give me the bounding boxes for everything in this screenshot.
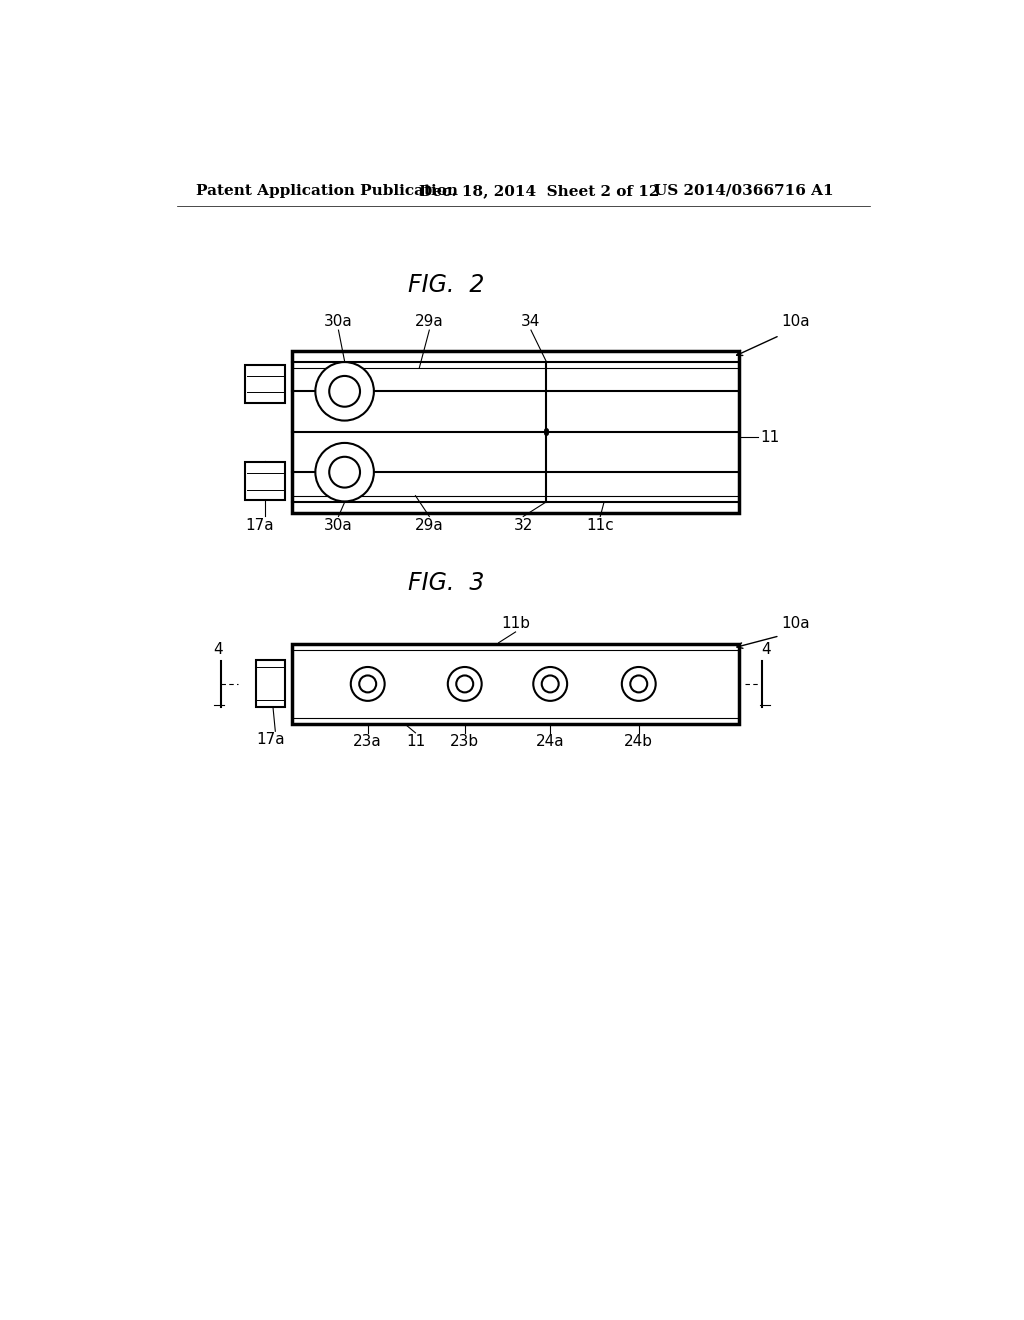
Text: US 2014/0366716 A1: US 2014/0366716 A1	[654, 183, 834, 198]
Text: 32: 32	[514, 517, 532, 533]
Bar	[245, 462, 285, 500]
Circle shape	[457, 676, 473, 693]
Bar	[292, 351, 739, 512]
Text: 29a: 29a	[415, 314, 443, 330]
Text: Dec. 18, 2014  Sheet 2 of 12: Dec. 18, 2014 Sheet 2 of 12	[419, 183, 659, 198]
Text: 23b: 23b	[451, 734, 479, 748]
Bar	[256, 660, 285, 706]
Circle shape	[351, 667, 385, 701]
Bar	[245, 364, 285, 404]
Text: 11c: 11c	[587, 517, 614, 533]
Text: FIG.  3: FIG. 3	[409, 572, 484, 595]
Circle shape	[330, 457, 360, 487]
Text: Patent Application Publication: Patent Application Publication	[196, 183, 458, 198]
Text: 23a: 23a	[353, 734, 382, 748]
Text: 24b: 24b	[625, 734, 653, 748]
Circle shape	[330, 376, 360, 407]
Text: 4: 4	[761, 642, 771, 657]
Text: 34: 34	[521, 314, 541, 330]
Circle shape	[534, 667, 567, 701]
Text: 24a: 24a	[536, 734, 564, 748]
Circle shape	[622, 667, 655, 701]
Text: 11b: 11b	[501, 616, 530, 631]
Text: 10a: 10a	[781, 616, 810, 631]
Text: 30a: 30a	[324, 517, 353, 533]
Text: FIG.  2: FIG. 2	[409, 273, 484, 297]
Text: 30a: 30a	[324, 314, 353, 330]
Text: 4: 4	[213, 642, 222, 657]
Text: 10a: 10a	[781, 314, 810, 330]
Circle shape	[542, 676, 559, 693]
Circle shape	[315, 362, 374, 421]
Bar	[292, 644, 739, 725]
Text: 17a: 17a	[246, 517, 274, 533]
Text: 11: 11	[761, 429, 779, 445]
Text: 29a: 29a	[415, 517, 443, 533]
Circle shape	[315, 444, 374, 502]
Circle shape	[359, 676, 376, 693]
Circle shape	[631, 676, 647, 693]
Text: 11: 11	[406, 734, 425, 748]
Circle shape	[447, 667, 481, 701]
Text: 17a: 17a	[256, 733, 285, 747]
